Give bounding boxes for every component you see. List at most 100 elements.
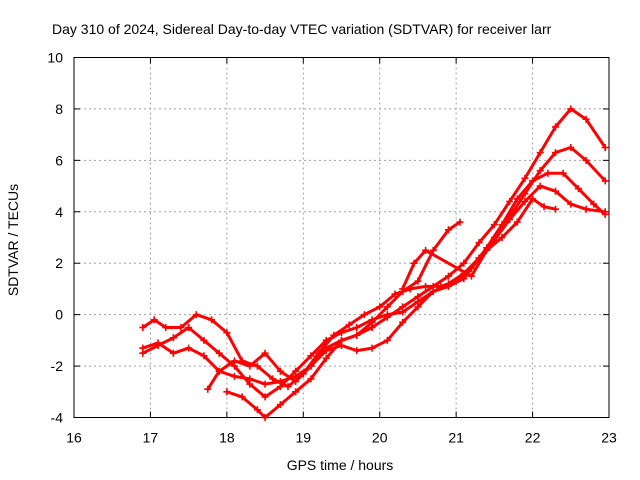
grid	[74, 57, 609, 418]
data-point	[231, 357, 238, 365]
data-point	[460, 275, 468, 283]
data-point	[276, 367, 284, 375]
data-point	[261, 380, 269, 388]
data-point	[567, 105, 575, 113]
data-point	[185, 344, 193, 352]
data-point	[345, 321, 353, 329]
data-point	[582, 115, 590, 123]
data-point	[483, 246, 491, 254]
data-point	[368, 318, 376, 326]
data-point	[139, 324, 147, 331]
data-point	[601, 144, 609, 151]
data-point	[422, 282, 430, 290]
data-point	[460, 259, 468, 267]
data-point	[215, 349, 223, 357]
data-point	[506, 198, 514, 205]
series-line	[401, 197, 557, 291]
x-tick-label: 19	[295, 430, 311, 446]
series-6	[399, 195, 559, 293]
data-point	[445, 282, 452, 290]
data-point	[521, 174, 529, 182]
series-line	[206, 107, 607, 391]
axis-ticks	[73, 57, 610, 418]
data-point	[467, 272, 475, 280]
data-point	[414, 293, 422, 301]
data-point	[253, 362, 261, 370]
data-point	[223, 388, 231, 396]
data-point	[338, 329, 345, 337]
data-point	[162, 324, 170, 331]
data-point	[261, 393, 269, 401]
series-2	[139, 182, 609, 388]
series-line	[141, 184, 607, 386]
data-point	[292, 388, 300, 396]
data-point	[353, 324, 361, 331]
data-series	[139, 105, 609, 421]
data-point	[590, 200, 598, 208]
x-tick-labels: 16 17 18 19 20 21 22 23	[66, 430, 617, 446]
x-tick-label: 20	[372, 430, 388, 446]
data-point	[177, 324, 185, 331]
data-point	[150, 316, 158, 324]
data-point	[154, 342, 162, 349]
y-tick-label: 8	[55, 101, 63, 117]
series-4	[204, 105, 609, 393]
plot-frame	[73, 57, 610, 418]
data-point	[399, 285, 407, 293]
y-axis-label: SDTVAR / TECUs	[5, 184, 21, 296]
data-point	[284, 383, 292, 391]
data-point	[601, 208, 609, 216]
data-point	[231, 372, 238, 380]
data-point	[368, 344, 376, 352]
data-point	[322, 354, 330, 362]
data-point	[192, 311, 200, 319]
data-point	[292, 367, 300, 375]
data-point	[276, 401, 284, 409]
data-point	[498, 234, 506, 241]
data-point	[582, 205, 590, 213]
data-point	[139, 349, 147, 357]
data-point	[383, 313, 391, 321]
data-point	[544, 169, 552, 177]
data-point	[536, 182, 544, 190]
series-5	[223, 218, 464, 421]
data-point	[475, 239, 483, 247]
data-point	[322, 336, 330, 344]
data-point	[185, 324, 193, 331]
data-point	[322, 344, 330, 352]
data-point	[601, 177, 609, 185]
data-point	[360, 311, 368, 319]
data-point	[513, 195, 521, 203]
data-point	[490, 221, 498, 229]
x-tick-label: 22	[525, 430, 541, 446]
data-point	[410, 259, 418, 267]
y-tick-label: 4	[55, 204, 63, 220]
y-tick-label: -2	[51, 358, 64, 374]
data-point	[506, 213, 514, 221]
data-point	[414, 277, 422, 285]
data-point	[200, 336, 208, 344]
data-point	[552, 123, 559, 131]
x-tick-label: 21	[448, 430, 464, 446]
data-point	[456, 218, 464, 226]
data-point	[223, 329, 231, 337]
data-point	[169, 334, 177, 342]
series-line	[141, 171, 607, 389]
data-point	[383, 303, 391, 311]
data-point	[391, 290, 399, 298]
data-point	[238, 393, 246, 401]
data-point	[353, 347, 361, 355]
data-point	[353, 331, 361, 339]
data-point	[169, 349, 177, 357]
data-point	[292, 378, 300, 385]
x-tick-label: 18	[219, 430, 235, 446]
x-tick-label: 17	[143, 430, 159, 446]
data-point	[529, 195, 537, 203]
data-point	[429, 246, 437, 254]
x-tick-label: 23	[601, 430, 617, 446]
data-point	[567, 200, 575, 208]
data-point	[521, 190, 529, 198]
data-point	[261, 349, 269, 357]
data-point	[490, 234, 498, 241]
data-point	[521, 198, 529, 205]
